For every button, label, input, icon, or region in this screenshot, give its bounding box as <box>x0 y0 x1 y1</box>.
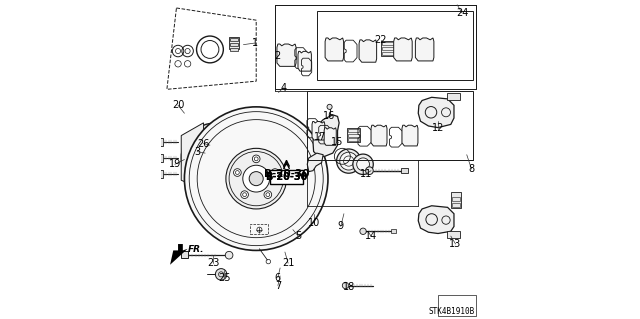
Text: 5: 5 <box>295 231 301 241</box>
Text: B-20-30: B-20-30 <box>266 172 308 182</box>
Circle shape <box>184 107 328 250</box>
Text: 19: 19 <box>169 159 181 169</box>
Bar <box>230 43 238 46</box>
Polygon shape <box>394 38 412 61</box>
Text: 11: 11 <box>360 169 372 179</box>
Text: FR.: FR. <box>188 245 204 254</box>
Bar <box>317 11 473 80</box>
Bar <box>451 192 461 208</box>
Circle shape <box>360 228 366 234</box>
Polygon shape <box>402 125 418 146</box>
Circle shape <box>241 191 248 198</box>
Bar <box>181 251 188 258</box>
Circle shape <box>249 172 263 186</box>
Bar <box>156 170 163 178</box>
Text: 21: 21 <box>282 258 294 268</box>
Bar <box>401 168 408 173</box>
Bar <box>156 154 163 162</box>
Text: 10: 10 <box>307 218 320 228</box>
Circle shape <box>271 169 279 176</box>
Circle shape <box>365 167 373 174</box>
Circle shape <box>327 104 332 109</box>
Bar <box>275 5 476 89</box>
Bar <box>382 42 395 45</box>
Polygon shape <box>359 40 376 62</box>
Bar <box>230 38 238 41</box>
Text: 4: 4 <box>280 83 286 93</box>
Polygon shape <box>181 123 204 190</box>
Text: B-20-30: B-20-30 <box>266 172 308 182</box>
Circle shape <box>193 135 239 181</box>
Text: STK4B1910B: STK4B1910B <box>428 307 475 316</box>
Circle shape <box>226 148 287 209</box>
Bar <box>381 41 396 56</box>
Polygon shape <box>277 44 296 66</box>
Polygon shape <box>167 8 256 89</box>
Text: 3: 3 <box>194 146 200 157</box>
Text: 9: 9 <box>338 221 344 232</box>
Text: 13: 13 <box>449 239 461 249</box>
Circle shape <box>234 169 241 176</box>
Text: 24: 24 <box>456 8 468 18</box>
Polygon shape <box>307 153 323 172</box>
Bar <box>382 47 395 50</box>
Polygon shape <box>419 97 454 128</box>
Text: 12: 12 <box>432 122 444 133</box>
Bar <box>382 52 395 55</box>
Polygon shape <box>324 128 336 145</box>
Text: 2: 2 <box>274 51 280 61</box>
Circle shape <box>356 158 369 171</box>
Circle shape <box>340 152 358 170</box>
Text: 8: 8 <box>468 164 475 174</box>
Polygon shape <box>325 38 344 61</box>
Polygon shape <box>312 122 324 140</box>
Circle shape <box>252 155 260 163</box>
Text: 17: 17 <box>314 132 326 142</box>
Text: 26: 26 <box>197 138 210 149</box>
Bar <box>452 203 460 207</box>
Bar <box>348 134 359 137</box>
Bar <box>156 138 163 146</box>
Circle shape <box>225 251 233 259</box>
Text: 6: 6 <box>275 272 281 283</box>
Text: B-20-30: B-20-30 <box>264 169 309 179</box>
Circle shape <box>181 123 252 193</box>
Text: 22: 22 <box>374 35 387 45</box>
Text: 15: 15 <box>332 137 344 147</box>
Circle shape <box>243 165 269 192</box>
Text: 23: 23 <box>207 258 220 268</box>
Text: 16: 16 <box>323 111 336 122</box>
Bar <box>348 129 359 132</box>
Circle shape <box>264 191 271 198</box>
Bar <box>447 93 460 100</box>
Bar <box>438 295 476 316</box>
Bar <box>452 197 460 201</box>
Bar <box>270 170 303 184</box>
Polygon shape <box>170 244 188 265</box>
Text: 7: 7 <box>275 280 281 291</box>
Polygon shape <box>415 38 434 61</box>
Text: 25: 25 <box>218 272 230 283</box>
Bar <box>348 138 359 141</box>
Bar <box>447 231 460 238</box>
Polygon shape <box>313 115 339 156</box>
Text: 14: 14 <box>365 231 377 241</box>
Bar <box>229 37 239 49</box>
Polygon shape <box>298 51 312 71</box>
Polygon shape <box>419 206 454 234</box>
Text: 18: 18 <box>342 282 355 292</box>
Circle shape <box>353 154 373 174</box>
Text: 1: 1 <box>252 38 258 48</box>
Circle shape <box>337 149 361 173</box>
Bar <box>307 91 473 160</box>
Text: 20: 20 <box>172 100 184 110</box>
Bar <box>230 48 238 51</box>
Circle shape <box>216 269 227 280</box>
Polygon shape <box>371 125 387 146</box>
Bar <box>250 224 268 234</box>
Circle shape <box>342 282 349 289</box>
Bar <box>391 229 396 233</box>
Bar <box>347 128 360 142</box>
